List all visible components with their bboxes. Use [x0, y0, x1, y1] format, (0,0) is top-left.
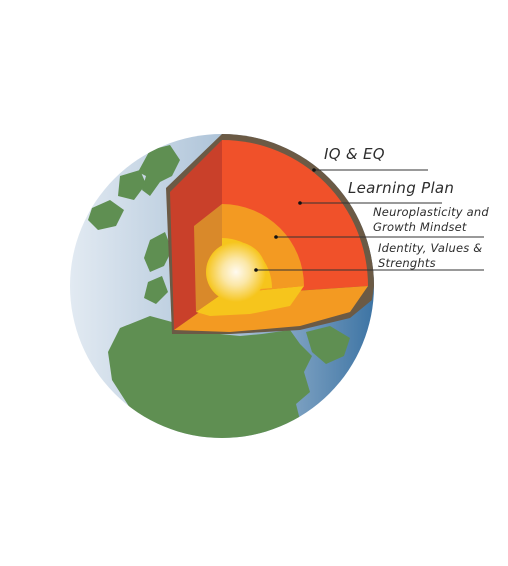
leader-dot-identity: [254, 268, 258, 272]
inner-core-floor: [196, 286, 304, 316]
land-scandinavia: [88, 200, 124, 230]
leader-dot-iq-eq: [312, 168, 316, 172]
leader-dot-learning-plan: [298, 201, 302, 205]
inner-core-glow: [206, 242, 266, 302]
label-learning-plan: Learning Plan: [348, 179, 455, 197]
land-north: [138, 145, 180, 196]
land-uk: [144, 276, 168, 304]
leader-dot-neuroplasticity: [274, 235, 278, 239]
land-arabia: [306, 326, 350, 364]
label-identity-line1: Identity, Values &: [378, 241, 483, 255]
land-europe: [144, 232, 172, 272]
label-identity-line2: Strenghts: [378, 256, 436, 270]
label-neuroplasticity-line2: Growth Mindset: [373, 220, 467, 234]
label-neuroplasticity-line1: Neuroplasticity and: [373, 205, 489, 219]
land-africa: [108, 316, 312, 438]
land-north-2: [118, 170, 146, 200]
label-iq-eq: IQ & EQ: [324, 145, 385, 163]
continents: [88, 145, 350, 438]
